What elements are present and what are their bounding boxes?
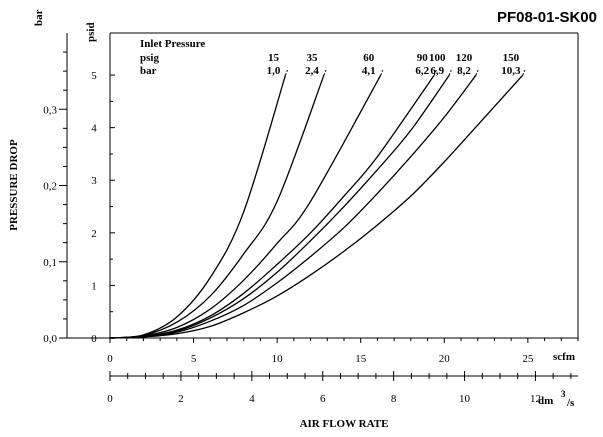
series-bar-label: 8,2	[457, 65, 471, 77]
y-primary-tick-label: 5	[91, 70, 97, 82]
y-secondary-tick-label: 0,3	[43, 104, 57, 116]
y-primary-tick-label: 3	[91, 175, 97, 187]
y-primary-tick-label: 2	[91, 228, 97, 240]
y-secondary-unit: bar	[33, 9, 45, 26]
chart-code: PF08-01-SK00	[497, 9, 597, 26]
legend-bar-label: bar	[140, 65, 157, 77]
y-primary-unit: psid	[85, 22, 97, 42]
series-psig-label: 150	[503, 52, 520, 64]
series-end-tick	[522, 69, 526, 76]
series-end-tick	[475, 69, 479, 76]
series-psig-label: 100	[429, 52, 446, 64]
series-bar-label: 6,2	[415, 65, 429, 77]
y-secondary-tick-label: 0,0	[43, 333, 57, 345]
x-secondary-tick-label: 2	[178, 393, 184, 405]
series-bar-label: 2,4	[305, 65, 319, 77]
x-secondary-tick-label: 0	[107, 393, 113, 405]
series-end-tick	[323, 69, 327, 76]
series-end-tick	[433, 69, 437, 76]
x-secondary-unit: dm	[538, 395, 553, 407]
x-primary-tick-label: 20	[439, 353, 451, 365]
series-bar-label: 10,3	[501, 65, 521, 77]
x-primary-tick-label: 15	[355, 353, 367, 365]
series-bar-label: 1,0	[267, 65, 281, 77]
x-secondary-tick-label: 12	[530, 393, 541, 405]
x-primary-tick-label: 5	[191, 353, 197, 365]
series-psig-label: 90	[417, 52, 429, 64]
series-psig-label: 35	[306, 52, 318, 64]
y-primary-tick-label: 4	[91, 123, 97, 135]
y-axis-title: PRESSURE DROP	[8, 139, 20, 231]
legend-title: Inlet Pressure	[140, 38, 205, 50]
x-secondary-tick-label: 8	[391, 393, 397, 405]
x-axis-title: AIR FLOW RATE	[300, 418, 389, 430]
series-end-tick	[448, 69, 452, 76]
x-secondary-tick-label: 10	[459, 393, 471, 405]
x-secondary-unit-sup: 3	[561, 389, 566, 399]
curves	[109, 69, 526, 339]
x-primary-tick-label: 25	[522, 353, 534, 365]
x-primary-unit: scfm	[553, 351, 575, 363]
series-bar-label: 4,1	[362, 65, 376, 77]
series-line-120-psig	[109, 74, 477, 339]
x-primary-tick-label: 10	[272, 353, 284, 365]
series-line-60-psig	[109, 74, 382, 339]
series-line-100-psig	[109, 74, 450, 339]
series-line-150-psig	[109, 74, 524, 339]
series-psig-label: 15	[268, 52, 280, 64]
y-secondary-tick-label: 0,1	[43, 257, 57, 269]
y-primary-tick-label: 1	[91, 280, 97, 292]
x-primary-tick-label: 0	[107, 353, 113, 365]
y-primary-tick-label: 0	[91, 333, 97, 345]
x-secondary-tick-label: 6	[320, 393, 326, 405]
series-end-tick	[380, 69, 384, 76]
series-psig-label: 60	[363, 52, 375, 64]
x-secondary-unit-suffix: /s	[566, 397, 575, 409]
y-secondary-tick-label: 0,2	[43, 181, 57, 193]
x-secondary-tick-label: 4	[249, 393, 255, 405]
legend-psig-label: psig	[140, 52, 159, 64]
series-bar-label: 6,9	[430, 65, 444, 77]
series-psig-label: 120	[456, 52, 473, 64]
axes	[59, 32, 579, 381]
series-end-tick	[285, 69, 288, 76]
